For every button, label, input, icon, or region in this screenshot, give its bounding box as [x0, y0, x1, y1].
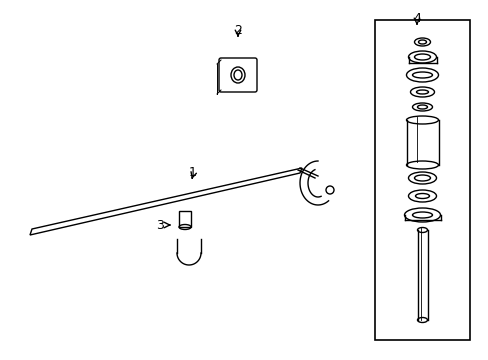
Text: 3: 3	[156, 219, 163, 231]
Bar	[179, 211, 191, 227]
Bar	[374, 20, 469, 340]
Text: 4: 4	[412, 12, 420, 24]
Text: 2: 2	[234, 23, 242, 36]
Text: 1: 1	[189, 166, 197, 179]
